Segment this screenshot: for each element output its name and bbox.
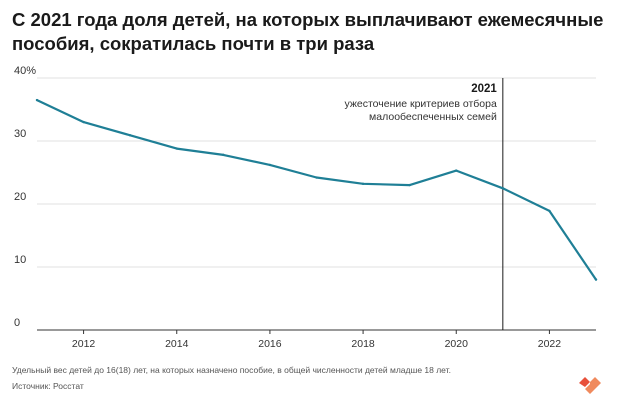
annotation-year: 2021 [471, 83, 497, 95]
x-tick-label-2020: 2020 [445, 338, 469, 350]
data-point-2018 [361, 182, 365, 186]
chart-title-line-1: С 2021 года доля детей, на которых выпла… [12, 9, 604, 30]
source-note: Источник: Росстат [12, 381, 84, 391]
footnote: Удельный вес детей до 16(18) лет, на кот… [12, 365, 451, 375]
data-point-2014 [175, 147, 178, 150]
y-tick-label-10: 10 [14, 254, 26, 266]
data-point-2016 [268, 163, 272, 167]
data-point-2023 [594, 278, 598, 281]
data-point-2011 [35, 98, 39, 102]
annotation-2021: 2021 ужесточение критериев отборамалообес… [344, 78, 504, 330]
chart-title: С 2021 года доля детей, на которых выпла… [12, 8, 612, 56]
series-group [35, 98, 598, 281]
heart-logo-icon [579, 377, 601, 394]
y-axis-ticks: 0 10 20 30 40% [14, 65, 36, 329]
data-point-2015 [222, 153, 225, 157]
data-point-2019 [408, 183, 411, 187]
x-tick-label-2016: 2016 [258, 338, 282, 350]
x-tick-label-2014: 2014 [165, 338, 189, 350]
grid-lines [37, 77, 596, 331]
data-point-2022 [548, 209, 551, 213]
series-line-0 [35, 98, 598, 281]
y-tick-label-30: 30 [14, 128, 26, 140]
y-tick-label-20: 20 [14, 191, 26, 203]
chart-title-line-2: пособия, сократилась почти в три раза [12, 33, 375, 54]
x-axis-ticks: 2012 2014 2016 2018 2020 2022 [72, 330, 561, 350]
x-tick-label-2022: 2022 [538, 338, 562, 350]
annotation-text-line-1: ужесточение критериев отбора [344, 98, 496, 110]
y-tick-label-0: 0 [14, 317, 20, 329]
annotation-text-line-2: малообеспеченных семей [369, 111, 497, 123]
x-tick-label-2018: 2018 [351, 338, 375, 350]
y-tick-label-40: 40% [14, 65, 36, 77]
data-point-2020 [455, 169, 458, 172]
data-point-2013 [128, 134, 132, 137]
data-point-2021 [501, 187, 505, 190]
x-tick-label-2012: 2012 [72, 338, 96, 350]
data-point-2017 [315, 176, 318, 179]
data-point-2012 [82, 120, 85, 124]
